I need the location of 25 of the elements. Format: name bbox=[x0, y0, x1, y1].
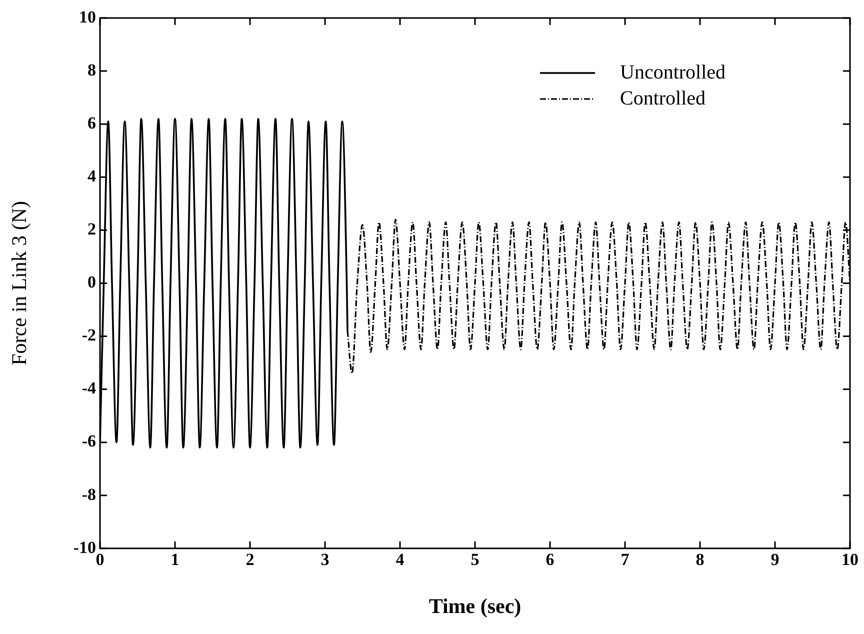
x-tick-label: 7 bbox=[620, 550, 630, 569]
y-tick-label: -8 bbox=[82, 484, 96, 504]
x-tick-label: 9 bbox=[770, 550, 780, 569]
y-tick-label: 2 bbox=[88, 220, 96, 239]
y-tick-label: 10 bbox=[79, 7, 96, 26]
y-tick-label: -4 bbox=[82, 378, 96, 398]
y-tick-label: -6 bbox=[82, 432, 96, 451]
x-tick-label: 3 bbox=[320, 550, 330, 569]
x-tick-label: 6 bbox=[546, 550, 554, 569]
x-tick-label: 2 bbox=[246, 550, 254, 569]
y-tick-label: -2 bbox=[82, 326, 96, 345]
y-axis-title: Force in Link 3 (N) bbox=[7, 200, 32, 366]
x-tick-label: 5 bbox=[470, 550, 480, 569]
y-tick-label: 8 bbox=[88, 60, 96, 80]
x-tick-label: 8 bbox=[696, 550, 704, 569]
y-tick-label: -10 bbox=[73, 538, 96, 557]
x-tick-label: 4 bbox=[396, 550, 405, 569]
x-tick-label: 1 bbox=[170, 550, 180, 569]
legend-label: Controlled bbox=[620, 87, 706, 110]
y-tick-label: 0 bbox=[88, 272, 96, 292]
x-tick-label: 10 bbox=[842, 550, 858, 569]
y-tick-label: 6 bbox=[88, 113, 96, 132]
x-axis-title: Time (sec) bbox=[428, 594, 522, 618]
y-tick-label: 4 bbox=[88, 166, 96, 186]
legend-label: Uncontrolled bbox=[620, 61, 726, 84]
